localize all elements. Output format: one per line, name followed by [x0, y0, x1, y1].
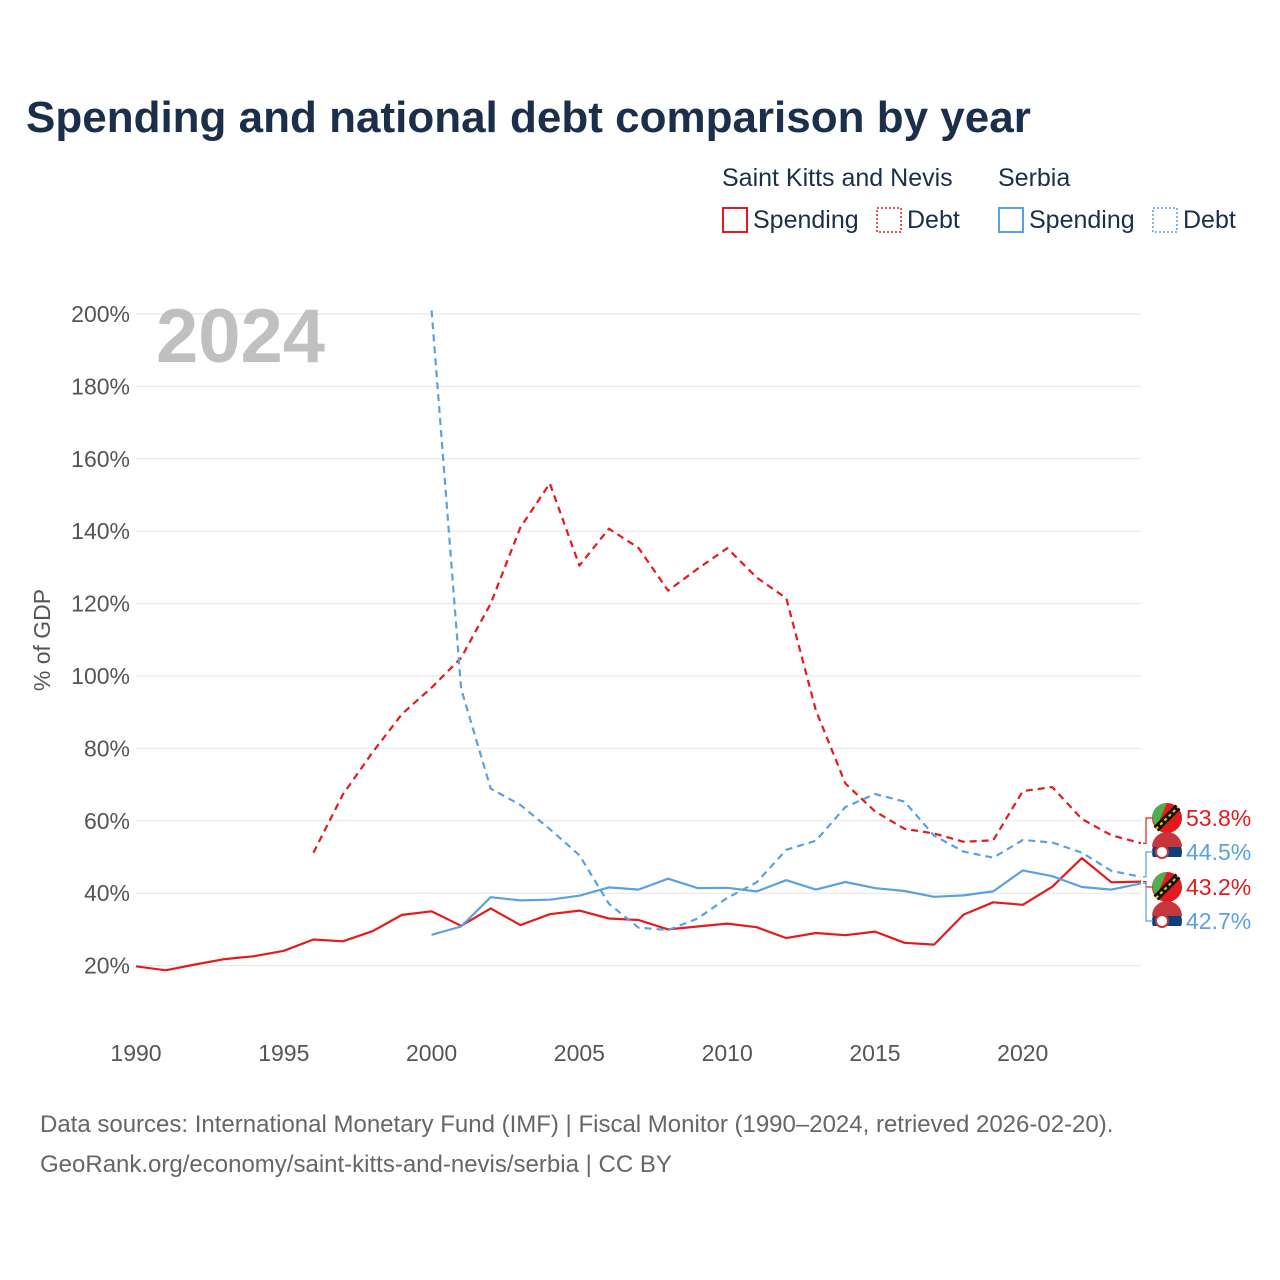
- flag-skn-green-0: [1152, 803, 1167, 828]
- series-lines: [135, 310, 1142, 972]
- source-line-2: GeoRank.org/economy/saint-kitts-and-nevi…: [40, 1151, 672, 1178]
- series-line-saint-kitts-and-nevis-spending: [135, 856, 1142, 972]
- end-marker-1: [1152, 832, 1182, 867]
- end-marker-2: [1152, 872, 1182, 902]
- legend-label-0-1: Debt: [907, 206, 960, 234]
- flag-skn-green-2: [1152, 872, 1167, 897]
- legend: Saint Kitts and Nevis Spending Debt Serbia S…: [722, 164, 1236, 234]
- legend-label-1-0: Spending: [1029, 206, 1135, 234]
- x-tick-label-1990: 1990: [110, 1040, 161, 1066]
- end-label-1: 44.5%: [1186, 839, 1251, 865]
- legend-label-0-0: Spending: [753, 206, 859, 234]
- year-stamp: 2024: [156, 294, 325, 379]
- end-label-2: 43.2%: [1186, 874, 1251, 900]
- flag-rs-white-3: [1152, 926, 1182, 936]
- y-tick-label-200: 200%: [71, 301, 130, 327]
- y-tick-label-100: 100%: [71, 663, 130, 689]
- flag-rs-red-1: [1152, 832, 1182, 847]
- end-labels: 53.8% 44.5% 43.2% 42.7%: [1143, 803, 1251, 936]
- y-axis-label: % of GDP: [29, 589, 55, 691]
- y-tick-label-160: 160%: [71, 446, 130, 472]
- series-line-saint-kitts-and-nevis-debt: [312, 482, 1142, 854]
- flag-skn-stars-2: [1155, 875, 1179, 899]
- flag-rs-emblem-1: [1155, 845, 1169, 859]
- legend-swatch-1-1: [1152, 207, 1178, 233]
- x-tick-label-2010: 2010: [702, 1040, 753, 1066]
- x-tick-label-2005: 2005: [554, 1040, 605, 1066]
- end-marker-3: [1152, 901, 1182, 936]
- x-tick-label-2000: 2000: [406, 1040, 457, 1066]
- legend-group-1: Serbia: [998, 164, 1070, 192]
- end-bracket-skn-spending: [1143, 881, 1153, 888]
- series-line-serbia-spending: [431, 869, 1142, 936]
- x-tick-label-1995: 1995: [258, 1040, 309, 1066]
- flag-rs-red-3: [1152, 901, 1182, 916]
- legend-swatch-0-0: [722, 207, 748, 233]
- end-bracket-rs-debt: [1143, 851, 1153, 878]
- y-tick-label-180: 180%: [71, 373, 130, 399]
- flag-rs-emblem-3: [1155, 914, 1169, 928]
- legend-swatch-0-1: [876, 207, 902, 233]
- x-axis-ticks: 1990 1995 2000 2005 2010 2015 2020: [110, 1040, 1048, 1066]
- y-tick-label-120: 120%: [71, 591, 130, 617]
- source-line-1: Data sources: International Monetary Fun…: [40, 1111, 1113, 1138]
- end-label-0: 53.8%: [1186, 805, 1251, 831]
- gridlines: [136, 313, 1141, 967]
- x-tick-label-2015: 2015: [849, 1040, 900, 1066]
- chart-title: Spending and national debt comparison by…: [26, 93, 1031, 142]
- end-label-3: 42.7%: [1186, 908, 1251, 934]
- legend-swatch-1-0: [998, 207, 1024, 233]
- end-bracket-skn-debt: [1143, 817, 1153, 844]
- flag-skn-stars-0: [1155, 806, 1179, 830]
- y-axis-ticks: 20% 40% 60% 80% 100% 120% 140% 160% 180% 200%: [71, 301, 130, 979]
- end-bracket-rs-spending: [1143, 882, 1153, 922]
- legend-group-0: Saint Kitts and Nevis: [722, 164, 953, 192]
- y-tick-label-60: 60%: [84, 808, 130, 834]
- y-tick-label-20: 20%: [84, 953, 130, 979]
- end-marker-0: [1152, 803, 1182, 833]
- legend-label-1-1: Debt: [1183, 206, 1236, 234]
- y-tick-label-140: 140%: [71, 518, 130, 544]
- y-tick-label-40: 40%: [84, 880, 130, 906]
- y-tick-label-80: 80%: [84, 735, 130, 761]
- series-line-serbia-debt: [430, 310, 1142, 932]
- flag-rs-white-1: [1152, 857, 1182, 867]
- x-tick-label-2020: 2020: [997, 1040, 1048, 1066]
